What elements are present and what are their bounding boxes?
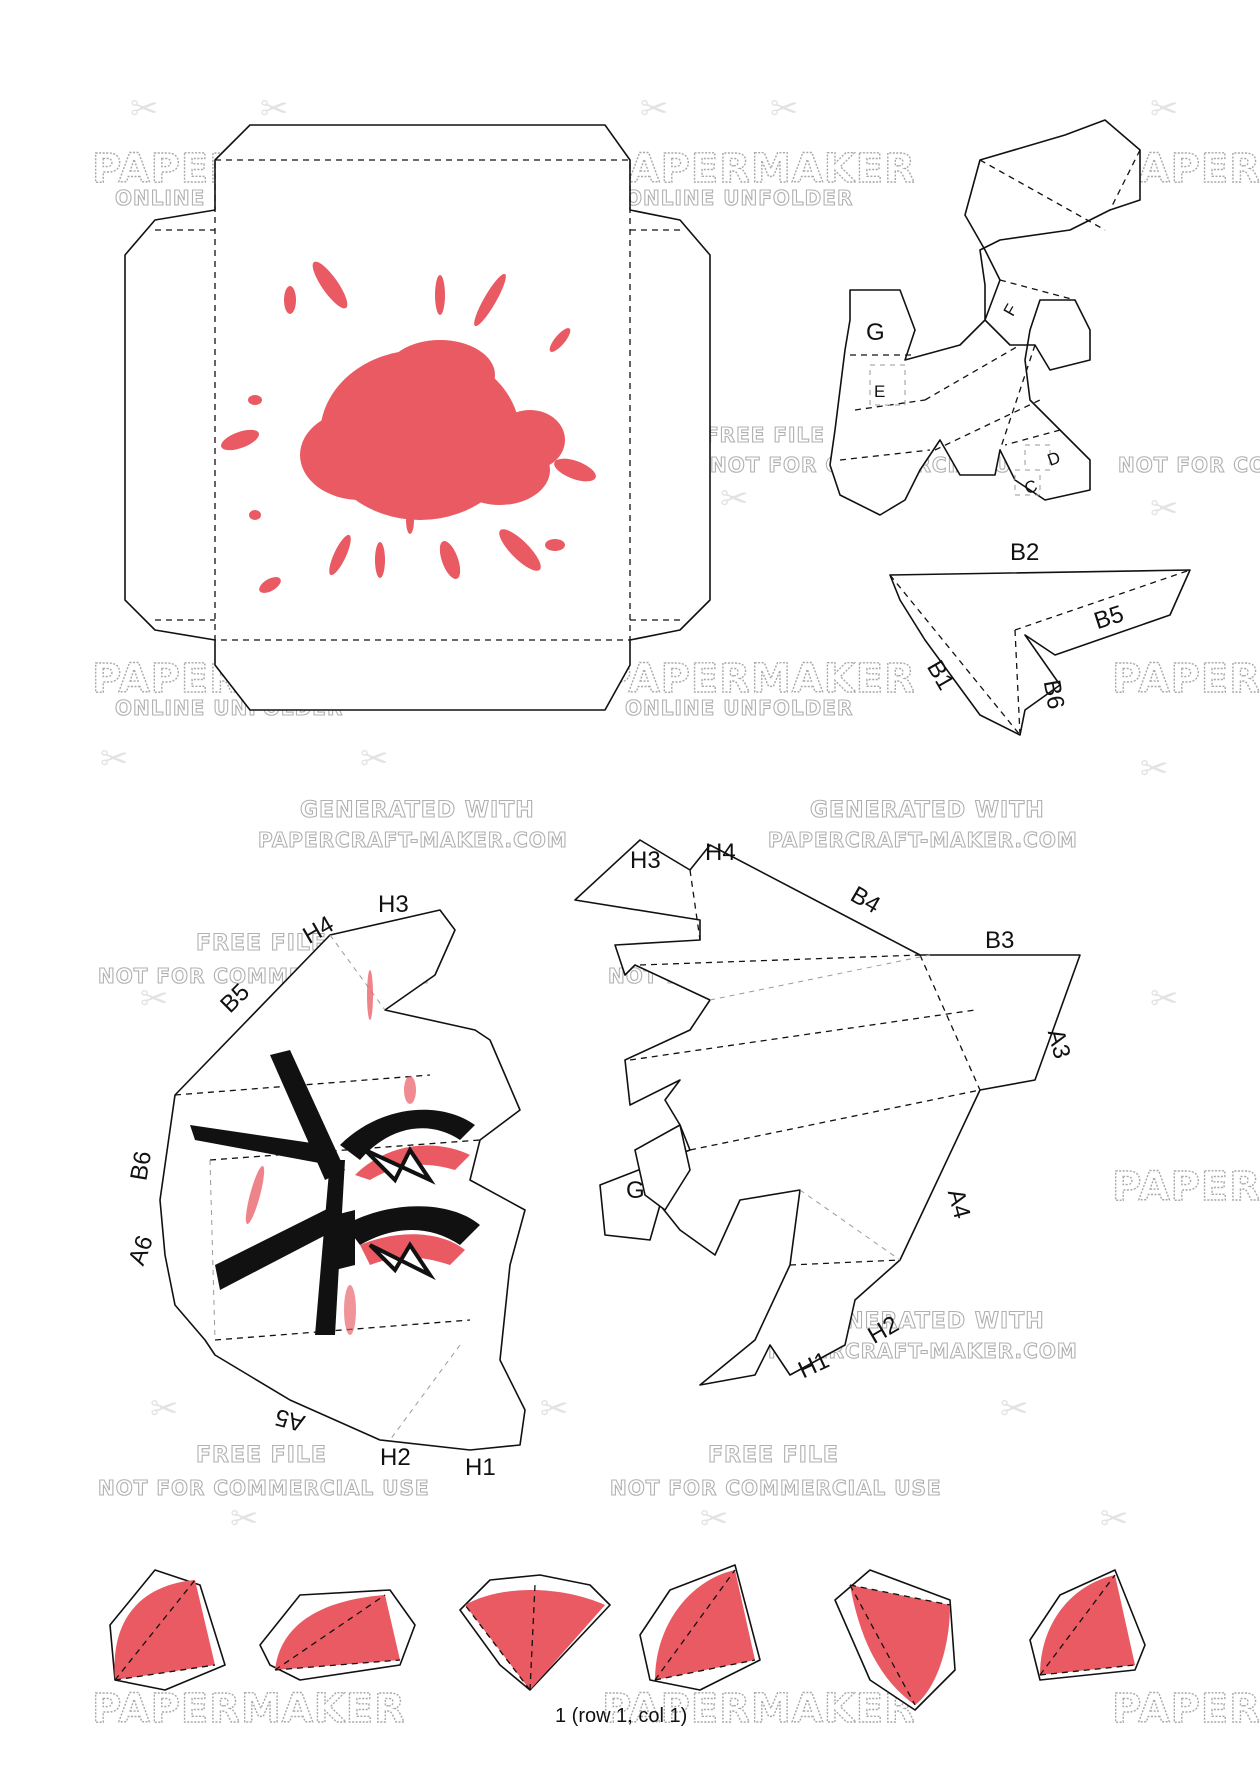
fan-piece — [639, 1564, 761, 1691]
label-a3: A3 — [1042, 1026, 1076, 1061]
base-square-piece — [124, 124, 711, 711]
label-d: D — [1045, 448, 1063, 470]
scissors-icon: ✂ — [140, 979, 169, 1019]
watermark-free: FREE FILE — [708, 1443, 839, 1468]
watermark-site: PAPERCRAFT-MAKER.COM — [258, 828, 568, 852]
scissors-icon: ✂ — [1150, 89, 1179, 129]
scissors-icon: ✂ — [1100, 1499, 1129, 1539]
watermark-brand: PAPERMAKER — [602, 146, 916, 192]
label-b3: B3 — [985, 927, 1014, 954]
page-label: 1 (row 1, col 1) — [555, 1705, 687, 1727]
label-b6: B6 — [125, 1149, 157, 1183]
watermark-generated: GENERATED WITH — [810, 798, 1045, 823]
watermark-brand: PAPERMAKER — [1112, 1686, 1260, 1732]
label-e: E — [874, 382, 885, 401]
scissors-icon: ✂ — [540, 1389, 569, 1429]
watermark-brand: PAPERMAKER — [602, 656, 916, 702]
watermark-not-commercial: NOT FOR COMMERCIAL USE — [1118, 453, 1260, 477]
watermark-online: ONLINE UNFOLDER — [625, 696, 853, 720]
label-h3: H3 — [630, 847, 661, 874]
watermark-brand: PAPERMAKER — [1112, 1164, 1260, 1210]
scissors-icon: ✂ — [260, 89, 289, 129]
scissors-icon: ✂ — [1000, 1389, 1029, 1429]
watermark-site: PAPERCRAFT-MAKER.COM — [768, 828, 1078, 852]
watermark-brand: PAPERMAKER — [92, 1686, 406, 1732]
watermark-brand: PAPERMAKER — [602, 1686, 916, 1732]
fan-pieces-row — [109, 1564, 1146, 1711]
piece-b-triangle: B2 B5 B1 B6 — [889, 539, 1191, 736]
label-f: F — [1000, 301, 1022, 319]
watermark-brand: PAPERMAKER — [1112, 656, 1260, 702]
label-c: C — [1022, 476, 1040, 498]
scissors-icon: ✂ — [360, 739, 389, 779]
piece-body-left: H3 H4 B5 B6 A6 A5 H2 H1 — [123, 891, 526, 1481]
fan-piece — [1029, 1569, 1146, 1681]
scissors-icon: ✂ — [130, 89, 159, 129]
label-g: G — [626, 1177, 645, 1204]
red-splat — [221, 261, 596, 593]
watermark-generated: GENERATED WITH — [300, 798, 535, 823]
label-b4: B4 — [846, 881, 885, 919]
fan-piece — [259, 1589, 416, 1681]
scissor-pattern: ✂ ✂ ✂ ✂ ✂ ✂ ✂ ✂ ✂ ✂ ✂ ✂ ✂ ✂ ✂ ✂ ✂ ✂ — [100, 89, 1179, 1539]
scissors-icon: ✂ — [150, 1389, 179, 1429]
watermark-free: FREE FILE — [196, 931, 327, 956]
label-h2: H2 — [380, 1444, 411, 1471]
label-h1: H1 — [465, 1454, 496, 1481]
scissors-icon: ✂ — [720, 479, 749, 519]
scissors-icon: ✂ — [100, 739, 129, 779]
black-red-paint — [190, 970, 480, 1335]
watermark-free: FREE FILE — [705, 423, 825, 447]
watermark-free: FREE FILE — [196, 1443, 327, 1468]
label-a5: A5 — [272, 1403, 307, 1437]
label-b6: B6 — [1038, 678, 1070, 712]
fan-piece — [109, 1569, 226, 1691]
scissors-icon: ✂ — [1140, 749, 1169, 789]
watermark-not-commercial: NOT FOR COMMERCIAL USE — [98, 1476, 430, 1500]
fan-piece — [459, 1574, 611, 1691]
label-a6: A6 — [123, 1232, 158, 1269]
label-h3: H3 — [378, 891, 409, 918]
label-g: G — [866, 319, 885, 346]
watermark-online: ONLINE UNFOLDER — [625, 186, 853, 210]
scissors-icon: ✂ — [640, 89, 669, 129]
watermark-not-commercial: NOT FOR COMMERCIAL USE — [610, 1476, 942, 1500]
label-b2: B2 — [1010, 539, 1039, 566]
scissors-icon: ✂ — [770, 89, 799, 129]
piece-body-right: G H3 H4 B4 B3 A3 A4 H2 H1 — [574, 839, 1081, 1386]
scissors-icon: ✂ — [1150, 489, 1179, 529]
scissors-icon: ✂ — [700, 1499, 729, 1539]
fan-piece — [834, 1569, 956, 1711]
label-h4: H4 — [705, 839, 736, 866]
label-a4: A4 — [942, 1186, 976, 1221]
scissors-icon: ✂ — [1150, 979, 1179, 1019]
scissors-icon: ✂ — [230, 1499, 259, 1539]
